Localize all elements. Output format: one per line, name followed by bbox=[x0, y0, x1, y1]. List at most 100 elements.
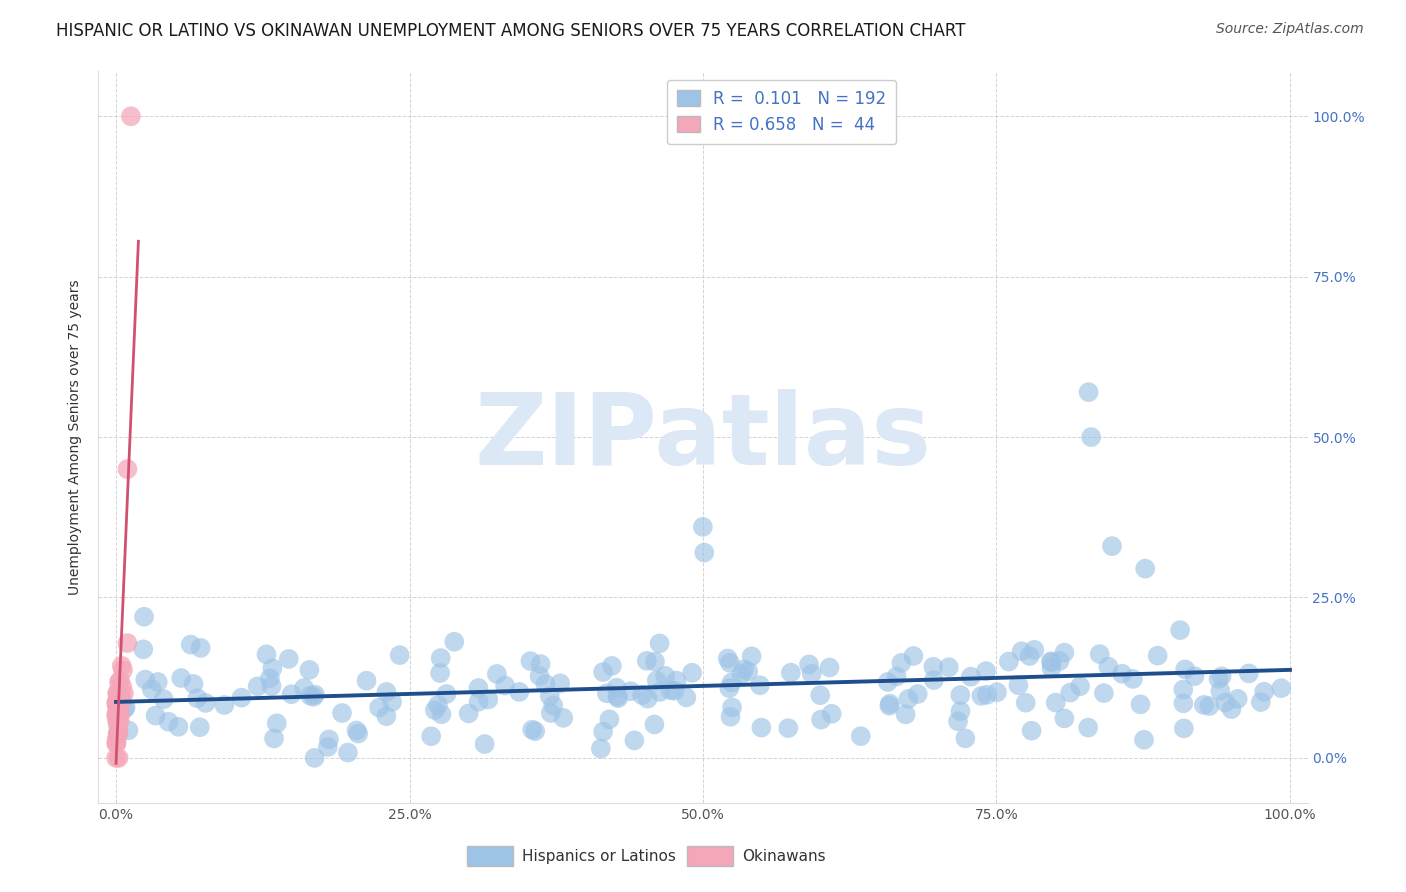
Point bbox=[1040, 655, 1063, 669]
Point bbox=[1253, 684, 1275, 698]
Point bbox=[120, 109, 142, 123]
Point bbox=[654, 669, 676, 683]
Point bbox=[105, 736, 128, 750]
Point bbox=[114, 700, 136, 714]
Point bbox=[538, 689, 561, 703]
Point bbox=[897, 692, 920, 706]
Point bbox=[1049, 654, 1071, 668]
Point bbox=[1215, 696, 1237, 710]
Point bbox=[1039, 654, 1062, 668]
Point bbox=[508, 685, 530, 699]
Point bbox=[631, 688, 654, 702]
Point bbox=[105, 706, 128, 721]
Point bbox=[721, 700, 744, 714]
Point bbox=[356, 673, 378, 688]
Point bbox=[107, 727, 129, 741]
Point bbox=[423, 703, 446, 717]
Point bbox=[643, 717, 665, 731]
Point bbox=[108, 673, 131, 688]
Point bbox=[157, 714, 180, 729]
Point bbox=[430, 707, 453, 722]
Point bbox=[1024, 643, 1046, 657]
Point bbox=[1192, 698, 1215, 712]
Point bbox=[186, 691, 208, 706]
FancyBboxPatch shape bbox=[467, 846, 513, 866]
Point bbox=[256, 648, 278, 662]
Point bbox=[644, 655, 666, 669]
Point bbox=[429, 666, 451, 681]
Point bbox=[1021, 723, 1043, 738]
Text: Source: ZipAtlas.com: Source: ZipAtlas.com bbox=[1216, 22, 1364, 37]
Point bbox=[1101, 539, 1123, 553]
Point bbox=[1088, 647, 1111, 661]
Point bbox=[1173, 722, 1195, 736]
Point bbox=[260, 679, 283, 693]
Point bbox=[800, 666, 823, 681]
Text: Hispanics or Latinos: Hispanics or Latinos bbox=[522, 848, 675, 863]
Point bbox=[1146, 648, 1168, 663]
Point bbox=[1135, 561, 1157, 575]
Point bbox=[1198, 699, 1220, 714]
Point bbox=[304, 688, 326, 702]
Point bbox=[849, 729, 872, 743]
Point bbox=[903, 648, 925, 663]
Point bbox=[141, 682, 163, 697]
Point bbox=[1007, 678, 1029, 692]
Point bbox=[105, 695, 128, 709]
Point bbox=[922, 659, 945, 673]
Point bbox=[692, 520, 714, 534]
Point bbox=[949, 704, 972, 718]
Point bbox=[436, 687, 458, 701]
Point bbox=[485, 667, 508, 681]
Point bbox=[540, 706, 562, 720]
Point bbox=[107, 703, 129, 717]
Point bbox=[420, 729, 443, 743]
Point bbox=[188, 720, 211, 734]
Point bbox=[443, 634, 465, 648]
Point bbox=[748, 678, 770, 692]
Legend: R =  0.101   N = 192, R = 0.658   N =  44: R = 0.101 N = 192, R = 0.658 N = 44 bbox=[666, 79, 897, 144]
Point bbox=[107, 726, 129, 740]
Point bbox=[302, 690, 325, 704]
Point bbox=[112, 686, 135, 700]
Point bbox=[986, 685, 1008, 699]
Point bbox=[886, 669, 908, 683]
Point bbox=[879, 697, 901, 711]
Point bbox=[606, 681, 628, 695]
Point bbox=[955, 731, 977, 746]
Point bbox=[879, 698, 901, 713]
Point bbox=[259, 671, 281, 685]
Point bbox=[960, 670, 983, 684]
Point bbox=[108, 714, 131, 728]
Point bbox=[474, 737, 496, 751]
Point bbox=[316, 739, 339, 754]
Point bbox=[111, 658, 134, 673]
Point bbox=[1173, 696, 1195, 710]
Point bbox=[304, 751, 326, 765]
Point bbox=[190, 640, 212, 655]
Point bbox=[231, 690, 253, 705]
Point bbox=[1250, 695, 1272, 709]
Point bbox=[1092, 686, 1115, 700]
Point bbox=[720, 675, 742, 690]
Point bbox=[105, 751, 128, 765]
Point bbox=[368, 700, 391, 714]
Point bbox=[821, 706, 844, 721]
Point bbox=[132, 609, 155, 624]
Point bbox=[1237, 666, 1260, 681]
Point bbox=[730, 667, 752, 681]
Point bbox=[263, 731, 285, 746]
Point bbox=[780, 665, 803, 680]
Point bbox=[105, 696, 128, 710]
Point bbox=[107, 709, 129, 723]
Point bbox=[778, 721, 800, 735]
Point bbox=[132, 642, 155, 657]
Point bbox=[375, 685, 398, 699]
Point bbox=[318, 732, 340, 747]
Point bbox=[519, 654, 541, 668]
Point bbox=[808, 688, 831, 702]
Point bbox=[907, 687, 929, 701]
Point bbox=[494, 679, 516, 693]
Point bbox=[1111, 666, 1133, 681]
Point bbox=[876, 675, 898, 690]
